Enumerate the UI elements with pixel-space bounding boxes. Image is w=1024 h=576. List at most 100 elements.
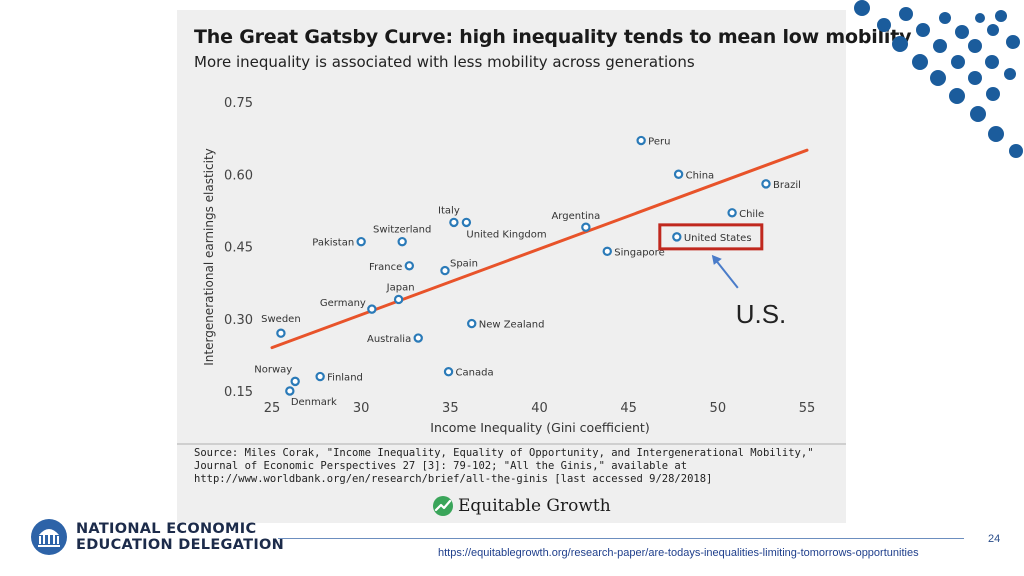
source-divider: [177, 443, 846, 445]
data-point: [440, 265, 450, 276]
point-label: Spain: [450, 259, 478, 270]
us-annotation: U.S.: [736, 299, 787, 329]
point-label: Finland: [327, 373, 363, 384]
page-number: 24: [988, 533, 1001, 545]
data-point: [443, 367, 454, 377]
decor-dot: [877, 18, 891, 32]
decor-dot: [951, 55, 965, 69]
decor-dot: [854, 0, 870, 16]
point-label: Brazil: [773, 180, 801, 191]
decor-dot: [899, 7, 913, 21]
point-label: France: [369, 262, 402, 273]
data-point: [356, 236, 366, 247]
decor-dot: [975, 13, 985, 23]
x-tick-label: 50: [710, 401, 727, 416]
data-point: [727, 208, 737, 218]
x-tick-label: 40: [531, 401, 548, 416]
data-point: [413, 333, 423, 343]
point-label: United States: [684, 233, 752, 244]
data-point: [461, 217, 472, 228]
footer-rule: [278, 538, 964, 539]
x-tick-label: 35: [442, 401, 459, 416]
point-label: Peru: [648, 137, 670, 148]
point-label: United Kingdom: [466, 229, 546, 240]
y-axis-label: Intergenerational earnings elasticity: [202, 148, 216, 366]
point-label: Canada: [456, 368, 494, 379]
y-tick-label: 0.75: [224, 96, 253, 111]
y-tick-label: 0.60: [224, 168, 253, 183]
decor-dot: [930, 70, 946, 86]
decor-dot: [987, 24, 999, 36]
x-tick-label: 25: [264, 401, 281, 416]
trend-line: [270, 148, 809, 350]
data-point: [285, 386, 295, 396]
point-label: Australia: [367, 334, 411, 345]
decor-dot: [916, 23, 930, 37]
scatter-plot: 0.15 0.30 0.45 0.60 0.75 25 30 35 40 45 50 55 Inco…: [202, 96, 816, 435]
y-tick-label: 0.45: [224, 241, 253, 256]
data-point: [393, 294, 404, 305]
decor-dot: [986, 87, 1000, 101]
point-label: Denmark: [291, 397, 337, 408]
data-point: [602, 246, 612, 257]
source-url: https://equitablegrowth.org/research-pap…: [438, 547, 919, 559]
point-label: China: [686, 170, 715, 181]
data-point: [367, 304, 377, 314]
y-tick-label: 0.30: [224, 313, 253, 328]
data-point: [761, 179, 771, 189]
point-label: New Zealand: [479, 320, 545, 331]
equitable-growth-name: Equitable Growth: [458, 496, 611, 516]
decor-dot: [968, 39, 982, 53]
point-label: Norway: [254, 364, 292, 375]
point-label: Argentina: [551, 211, 600, 222]
decor-dot: [985, 55, 999, 69]
data-point: [276, 328, 286, 338]
decor-dot: [933, 39, 947, 53]
data-point: [636, 135, 646, 146]
data-point: [449, 217, 459, 228]
y-tick-label: 0.15: [224, 385, 253, 400]
equitable-growth-logo: Equitable Growth: [432, 495, 611, 517]
data-point: [397, 236, 407, 247]
decor-dot: [995, 10, 1007, 22]
point-label: Germany: [320, 298, 366, 309]
point-label: Switzerland: [373, 225, 431, 236]
ned-line1: NATIONAL ECONOMIC: [76, 521, 257, 537]
ned-logo: NATIONAL ECONOMIC EDUCATION DELEGATION: [30, 518, 284, 556]
x-tick-label: 55: [799, 401, 816, 416]
capitol-dome-icon: [31, 519, 67, 555]
point-label: Italy: [438, 205, 460, 216]
x-axis-ticks: 25 30 35 40 45 50 55: [264, 401, 816, 416]
point-label: Sweden: [261, 314, 301, 325]
x-axis-label: Income Inequality (Gini coefficient): [430, 420, 649, 435]
decor-dot: [939, 12, 951, 24]
us-arrowhead: [711, 254, 722, 265]
highlight-box: [658, 223, 764, 251]
chart-title: The Great Gatsby Curve: high inequality …: [194, 26, 912, 48]
us-arrow: [714, 258, 739, 289]
data-point: [581, 222, 591, 232]
point-label: Singapore: [614, 247, 664, 258]
data-point: [315, 371, 325, 382]
data-point: [290, 376, 300, 387]
decor-dot: [1009, 144, 1023, 158]
decor-dot: [955, 25, 969, 39]
point-label: Chile: [739, 209, 764, 220]
chart-panel: The Great Gatsby Curve: high inequality …: [177, 10, 911, 523]
chart-subtitle: More inequality is associated with less …: [194, 53, 695, 71]
point-label: Pakistan: [312, 238, 354, 249]
decor-dot: [912, 54, 928, 70]
growth-leaf-icon: [433, 496, 453, 516]
decor-dot: [1006, 35, 1020, 49]
source-note: Source: Miles Corak, "Income Inequality,…: [194, 447, 814, 485]
decor-dot: [1004, 68, 1016, 80]
data-point: [672, 232, 682, 242]
y-axis-ticks: 0.15 0.30 0.45 0.60 0.75: [224, 96, 253, 400]
ned-line2: EDUCATION DELEGATION: [76, 537, 285, 553]
data-point: [673, 169, 684, 179]
data-point: [404, 261, 415, 271]
decor-dot: [968, 71, 982, 85]
decor-dot: [970, 106, 986, 122]
decor-dot: [949, 88, 965, 104]
